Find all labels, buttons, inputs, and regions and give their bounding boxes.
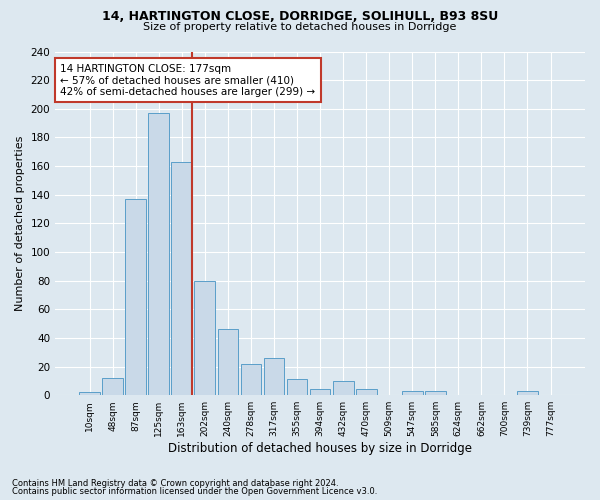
Bar <box>218 330 238 395</box>
Bar <box>102 378 123 395</box>
Text: Contains public sector information licensed under the Open Government Licence v3: Contains public sector information licen… <box>12 487 377 496</box>
Bar <box>148 113 169 395</box>
Bar <box>356 390 377 395</box>
Text: 14, HARTINGTON CLOSE, DORRIDGE, SOLIHULL, B93 8SU: 14, HARTINGTON CLOSE, DORRIDGE, SOLIHULL… <box>102 10 498 23</box>
Bar <box>310 390 331 395</box>
Bar <box>263 358 284 395</box>
Text: 14 HARTINGTON CLOSE: 177sqm
← 57% of detached houses are smaller (410)
42% of se: 14 HARTINGTON CLOSE: 177sqm ← 57% of det… <box>61 64 316 96</box>
Y-axis label: Number of detached properties: Number of detached properties <box>15 136 25 311</box>
Bar <box>333 381 353 395</box>
Bar <box>425 391 446 395</box>
Text: Size of property relative to detached houses in Dorridge: Size of property relative to detached ho… <box>143 22 457 32</box>
Bar <box>287 380 307 395</box>
Bar <box>517 391 538 395</box>
Bar <box>79 392 100 395</box>
Bar <box>172 162 192 395</box>
Bar <box>194 280 215 395</box>
Bar <box>125 199 146 395</box>
X-axis label: Distribution of detached houses by size in Dorridge: Distribution of detached houses by size … <box>168 442 472 455</box>
Bar <box>402 391 422 395</box>
Bar <box>241 364 262 395</box>
Text: Contains HM Land Registry data © Crown copyright and database right 2024.: Contains HM Land Registry data © Crown c… <box>12 478 338 488</box>
